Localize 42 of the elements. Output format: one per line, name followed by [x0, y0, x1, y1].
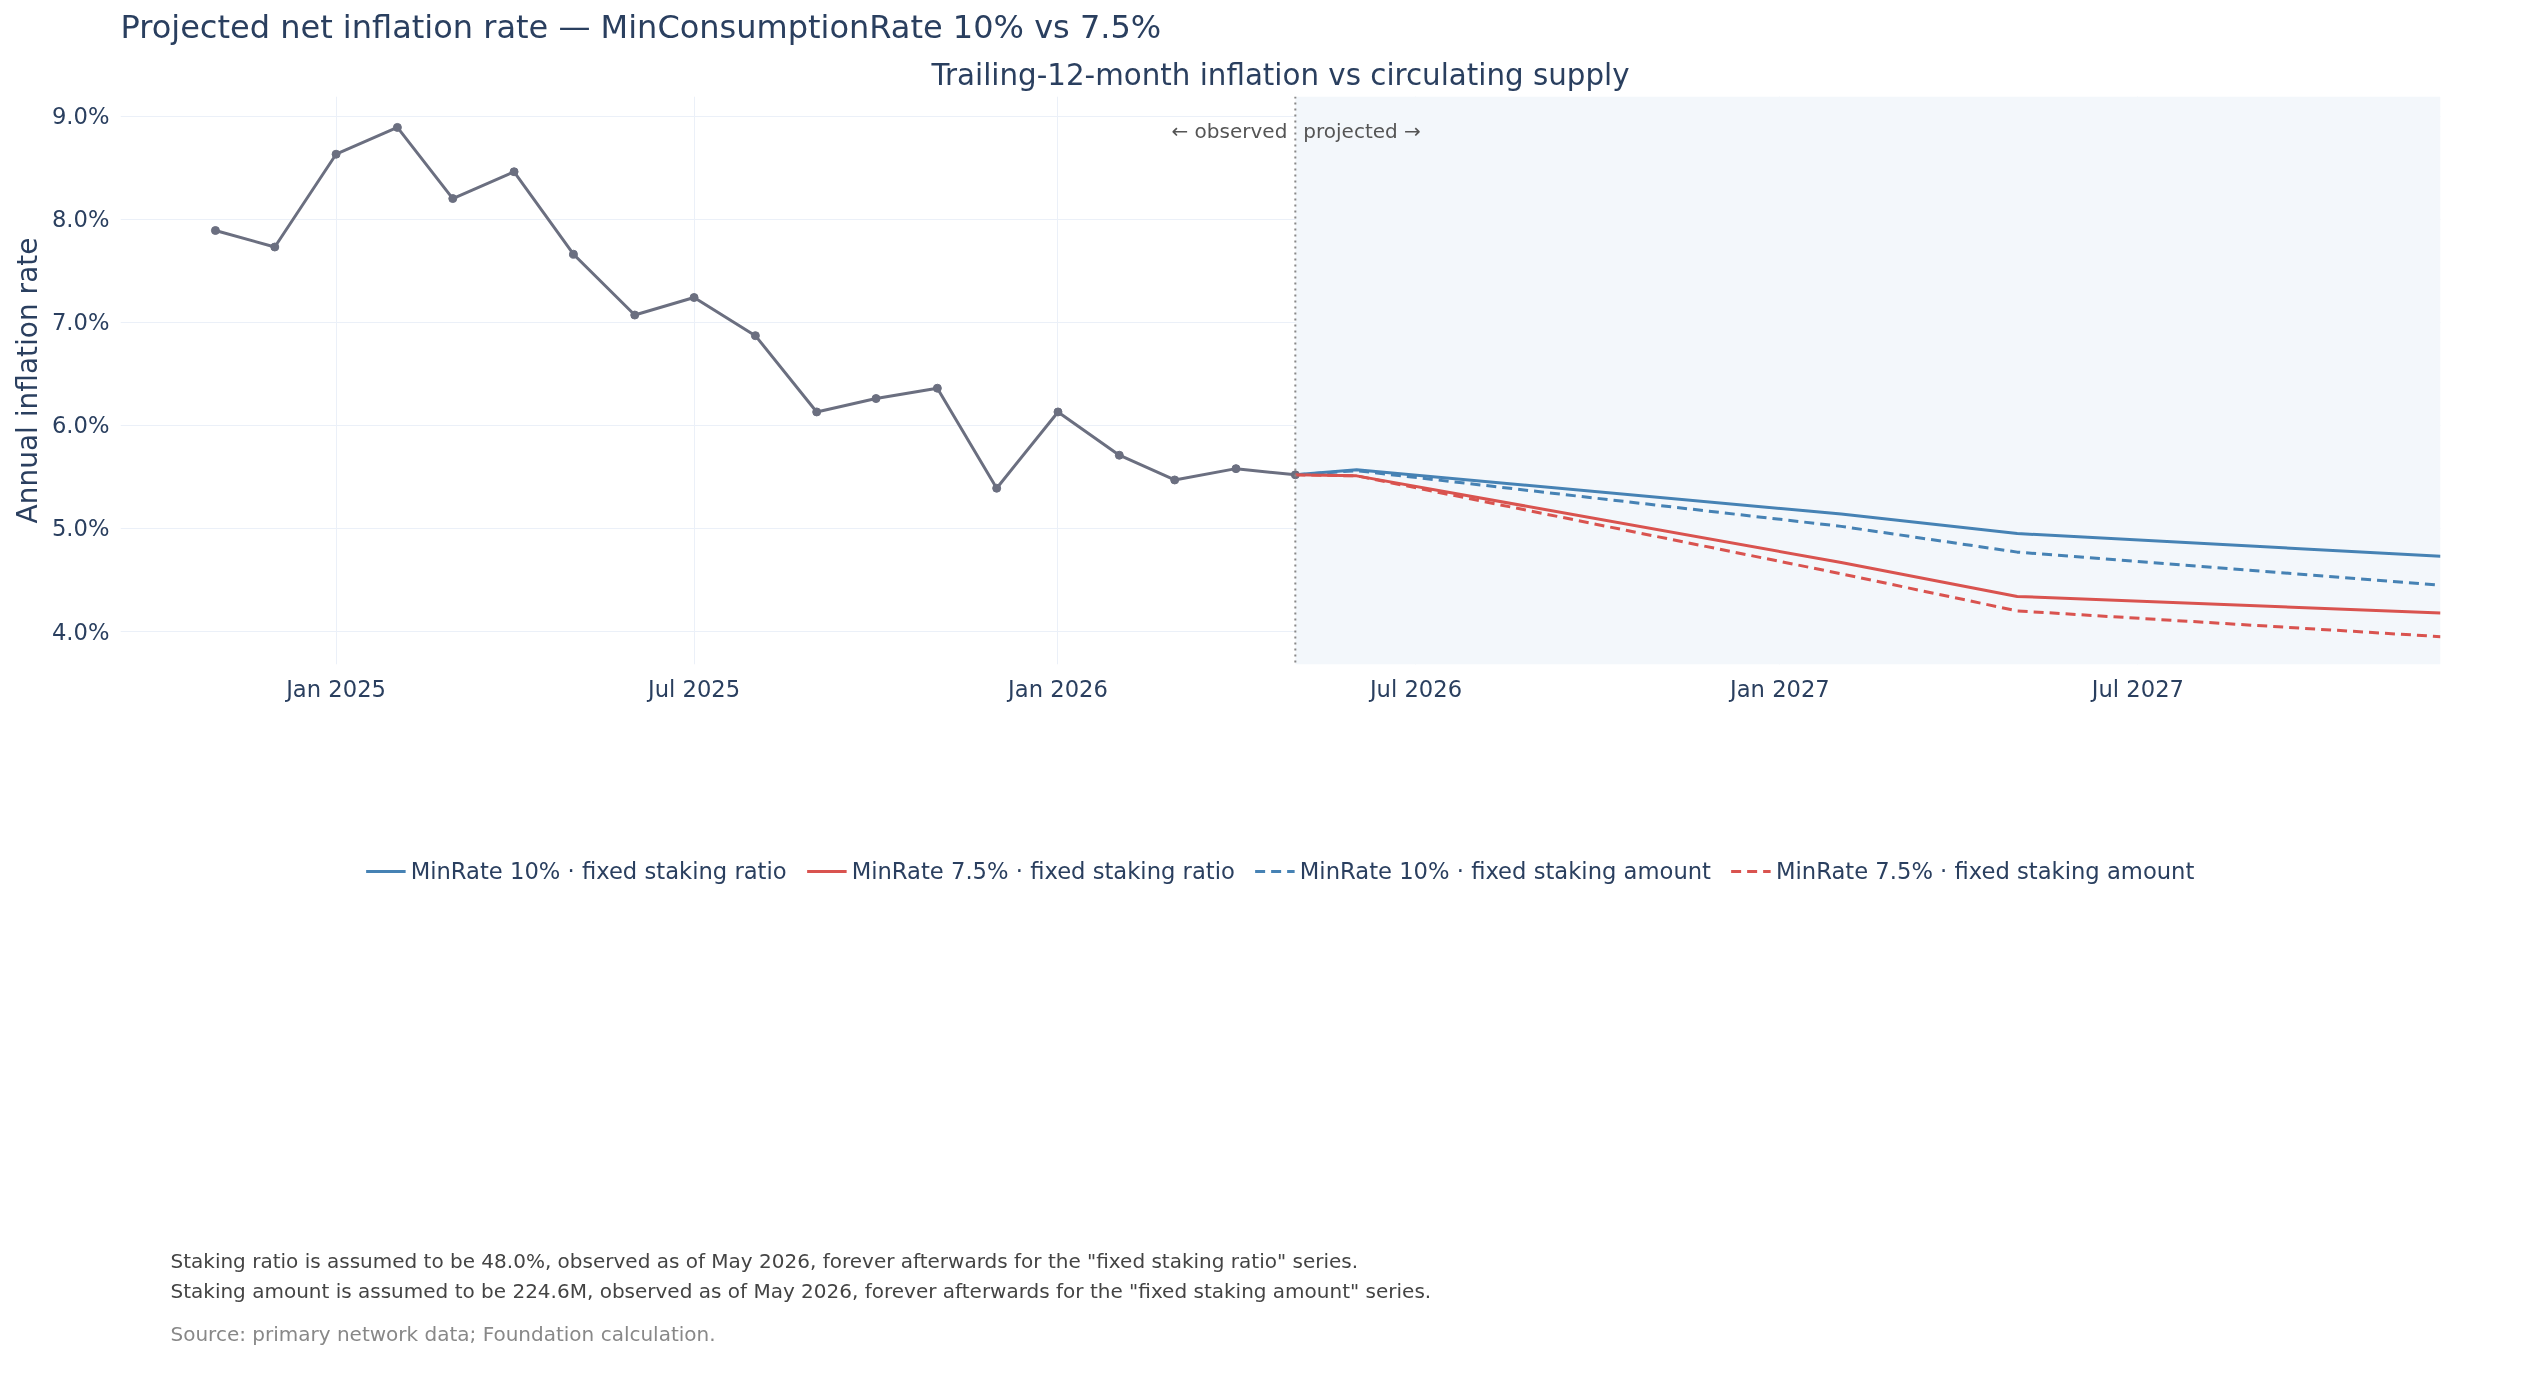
x-tick-label: Jul 2025	[645, 675, 741, 702]
text: Staking ratio is assumed to be 48.0%, observed as of May 2026, forever afterwards for the "fixed staking ratio" series.	[170, 1248, 1359, 1273]
text: Staking amount is assumed to be 224.6M, observed as of May 2026, forever afterwards for the "fixed staking amount" series.	[170, 1278, 1432, 1303]
y-tick-label: 7.0%	[51, 309, 110, 336]
x-tick-label: Jul 2027	[2089, 675, 2184, 702]
chart-title: Projected net inflation rate — MinConsumptionRate 10% vs 7.5%	[120, 7, 1162, 46]
point	[1053, 407, 1063, 417]
point	[392, 122, 402, 132]
point	[210, 226, 220, 235]
point	[1114, 450, 1124, 460]
legend-label: MinRate 7.5% · fixed staking ratio	[851, 858, 1235, 885]
point	[270, 242, 280, 252]
point	[1170, 475, 1180, 485]
chart-subtitle: Trailing-12-month inflation vs circulating supply	[930, 57, 1630, 92]
band-label: projected →	[1303, 118, 1421, 143]
y-tick-label: 9.0%	[51, 103, 110, 130]
y-tick-label: 4.0%	[51, 618, 110, 645]
legend-label: MinRate 10% · fixed staking ratio	[410, 858, 787, 885]
point	[812, 407, 822, 417]
y-tick-label: 5.0%	[51, 515, 110, 542]
point	[871, 394, 881, 404]
y-tick-label: 6.0%	[51, 412, 110, 439]
point	[448, 194, 458, 204]
point	[689, 293, 699, 303]
point	[932, 383, 942, 393]
point	[331, 149, 341, 159]
x-tick-label: Jan 2025	[284, 675, 386, 702]
x-tick-label: Jan 2027	[1728, 675, 1830, 702]
point	[509, 167, 519, 177]
point	[750, 331, 760, 341]
ref-line-label: ← observed	[1171, 118, 1288, 143]
x-tick-label: Jan 2026	[1006, 675, 1108, 702]
point	[1231, 464, 1241, 474]
source-note: Source: primary network data; Foundation calculation.	[170, 1321, 716, 1346]
legend-label: MinRate 7.5% · fixed staking amount	[1775, 858, 2195, 885]
y-axis-title: Annual inflation rate	[10, 237, 44, 524]
point	[630, 310, 640, 320]
point	[992, 483, 1002, 493]
x-tick-label: Jul 2026	[1367, 675, 1463, 702]
point	[568, 249, 578, 259]
legend-label: MinRate 10% · fixed staking amount	[1299, 858, 1711, 885]
y-tick-label: 8.0%	[51, 206, 110, 233]
